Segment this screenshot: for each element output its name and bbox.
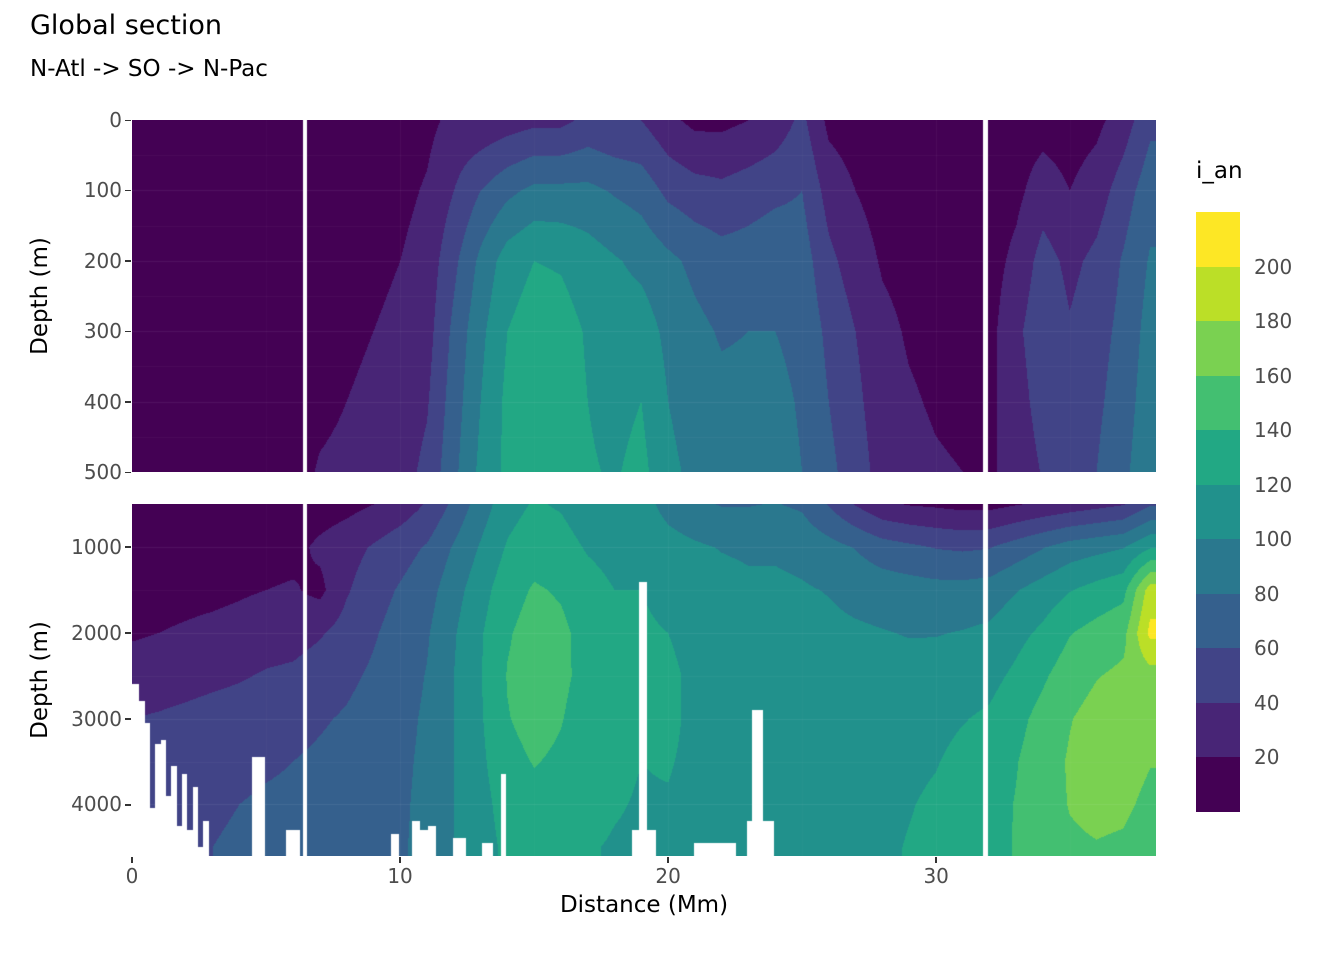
- x-tick-label: 10: [387, 864, 413, 888]
- legend-value-label: 180: [1254, 309, 1293, 334]
- legend-value-label: 100: [1254, 527, 1293, 552]
- y-tick-mark: [125, 632, 131, 634]
- legend-title: i_an: [1196, 158, 1243, 184]
- x-tick-label: 20: [655, 864, 681, 888]
- y-tick-mark: [125, 260, 131, 262]
- y-tick-label: 100: [83, 178, 122, 203]
- x-tick-label: 30: [923, 864, 949, 888]
- legend-color-block: [1196, 647, 1240, 703]
- legend-color-block: [1196, 538, 1240, 594]
- legend-color-block: [1196, 484, 1240, 540]
- legend-color-block: [1196, 702, 1240, 758]
- y-tick-mark: [125, 189, 131, 192]
- y-tick-mark: [125, 546, 131, 549]
- x-tick-mark: [399, 857, 401, 863]
- upper-depth-panel: [132, 120, 1156, 472]
- legend-value-label: 20: [1254, 745, 1280, 770]
- legend-colorbar: [1196, 211, 1240, 812]
- y-tick-mark: [125, 471, 131, 474]
- lower-depth-panel: [132, 504, 1156, 856]
- y-tick-label: 400: [83, 389, 122, 414]
- legend-value-label: 80: [1254, 581, 1280, 606]
- x-tick-mark: [131, 857, 133, 863]
- x-tick-label: 0: [125, 864, 139, 888]
- y-tick-label: 2000: [71, 620, 122, 645]
- legend-color-block: [1196, 756, 1240, 812]
- y-axis-title-upper: Depth (m): [27, 237, 53, 355]
- legend-value-label: 120: [1254, 472, 1293, 497]
- y-tick-label: 0: [109, 108, 122, 132]
- y-tick-label: 500: [83, 460, 122, 484]
- legend-color-block: [1196, 266, 1240, 322]
- y-tick-label: 200: [83, 248, 122, 273]
- y-tick-mark: [125, 718, 131, 720]
- y-tick-mark: [125, 803, 131, 806]
- legend-color-block: [1196, 211, 1240, 267]
- y-tick-mark: [125, 119, 131, 122]
- x-tick-mark: [667, 857, 669, 863]
- legend-value-label: 40: [1254, 690, 1280, 715]
- x-tick-mark: [935, 857, 937, 863]
- legend-color-block: [1196, 593, 1240, 649]
- y-tick-label: 3000: [71, 706, 122, 731]
- legend-color-block: [1196, 429, 1240, 485]
- y-tick-label: 4000: [71, 792, 122, 817]
- y-tick-label: 300: [83, 319, 122, 344]
- legend-color-block: [1196, 320, 1240, 376]
- y-axis-title-lower: Depth (m): [27, 621, 53, 739]
- legend-color-block: [1196, 375, 1240, 431]
- legend-value-label: 200: [1254, 254, 1293, 279]
- y-tick-mark: [125, 401, 131, 403]
- legend-value-label: 140: [1254, 418, 1293, 443]
- legend-value-label: 160: [1254, 363, 1293, 388]
- y-tick-label: 1000: [71, 534, 122, 559]
- y-tick-mark: [125, 330, 131, 333]
- x-axis-title: Distance (Mm): [559, 892, 729, 918]
- legend-value-label: 60: [1254, 636, 1280, 661]
- plot-subtitle: N-Atl -> SO -> N-Pac: [30, 56, 268, 82]
- plot-title: Global section: [30, 10, 222, 41]
